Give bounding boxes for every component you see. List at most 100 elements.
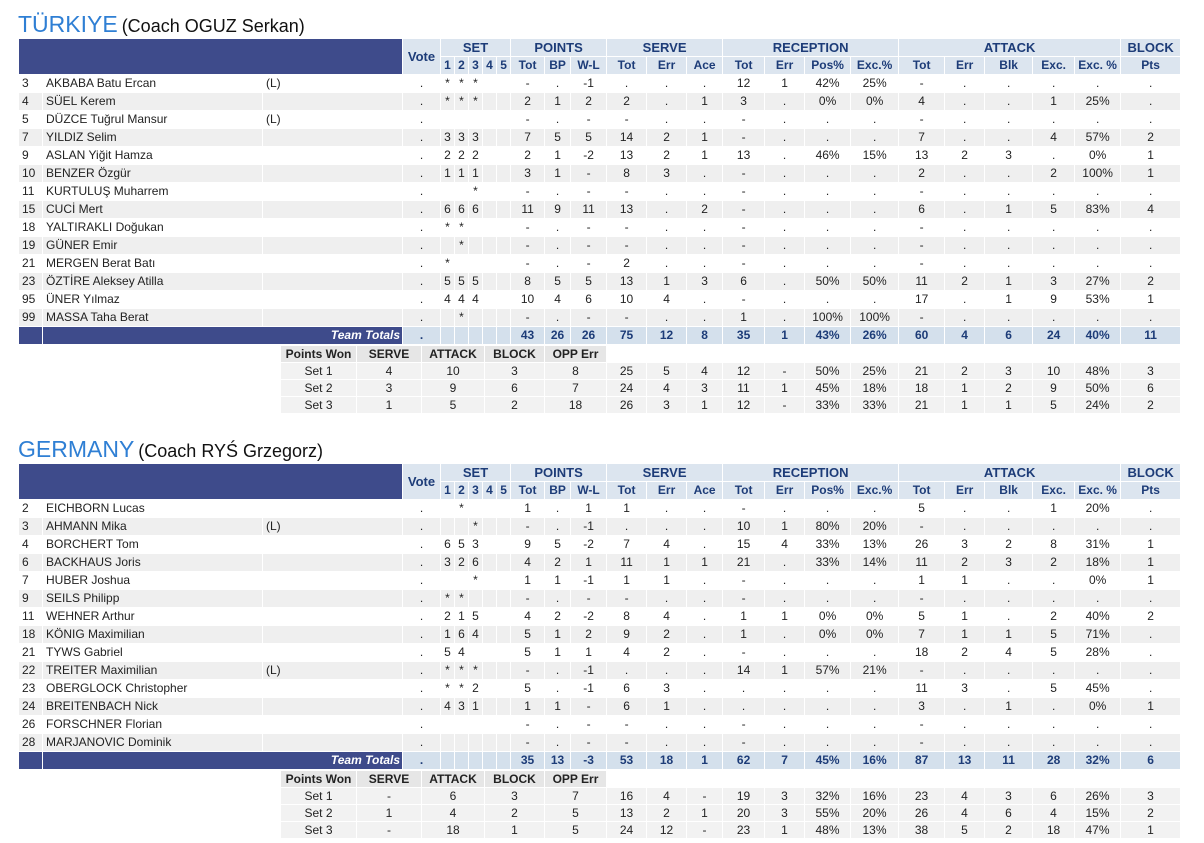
stat-cell: - <box>722 218 766 237</box>
header-group: SERVE <box>606 463 724 482</box>
player-name: AKBABA Batu Ercan <box>42 74 263 93</box>
stat-cell: . <box>944 74 986 93</box>
player-number: 4 <box>18 535 43 554</box>
set-cell: 2 <box>646 804 687 822</box>
stat-cell: 6 <box>606 679 648 698</box>
set-cell: 24% <box>1074 396 1121 414</box>
stat-cell: . <box>686 535 724 554</box>
libero-flag <box>261 128 404 147</box>
stat-cell: 6 <box>722 272 766 291</box>
stat-cell: 3 <box>454 128 470 147</box>
total-cell: -3 <box>570 751 608 770</box>
stat-cell: . <box>1120 661 1182 680</box>
stat-cell: . <box>764 625 806 644</box>
stat-cell: 4 <box>468 290 484 309</box>
libero-flag <box>261 272 404 291</box>
set-cell: 2 <box>984 379 1033 397</box>
stat-cell <box>496 128 512 147</box>
stat-cell: 0% <box>804 607 852 626</box>
stat-cell <box>454 110 470 129</box>
set-cell: 3 <box>764 787 805 805</box>
stat-cell <box>496 290 512 309</box>
stat-cell: * <box>454 236 470 255</box>
stat-cell: 13 <box>606 200 648 219</box>
stat-cell: 3 <box>646 679 688 698</box>
stat-cell: . <box>402 517 442 536</box>
stat-cell: 13 <box>722 146 766 165</box>
set-cell: 33% <box>804 396 851 414</box>
stat-cell <box>496 553 512 572</box>
set-cell: 4 <box>686 362 723 380</box>
stat-cell: - <box>898 308 946 327</box>
stat-cell: 6 <box>898 200 946 219</box>
stat-cell: . <box>1120 74 1182 93</box>
stat-cell: . <box>984 128 1034 147</box>
stat-cell: - <box>722 200 766 219</box>
stat-cell: . <box>646 254 688 273</box>
stat-cell: 1 <box>722 625 766 644</box>
stat-cell: . <box>646 589 688 608</box>
player-number: 26 <box>18 715 43 734</box>
set-label: Set 3 <box>280 396 357 414</box>
set-cell: 5 <box>544 821 607 839</box>
stat-cell: * <box>454 92 470 111</box>
stat-cell: . <box>764 254 806 273</box>
stat-cell <box>440 733 456 752</box>
set-cell: 47% <box>1074 821 1121 839</box>
set-cell: 1 <box>484 821 545 839</box>
player-name: SÜEL Kerem <box>42 92 263 111</box>
stat-cell: 5 <box>544 535 572 554</box>
stat-cell: . <box>1074 661 1122 680</box>
stat-cell <box>482 607 498 626</box>
points-won-label: SERVE <box>356 345 422 363</box>
stat-cell: . <box>1032 308 1076 327</box>
stat-cell: 6 <box>468 200 484 219</box>
player-row: 23 OBERGLOCK Christopher. * * 2 5. -1 6 3..... 11… <box>18 679 1182 698</box>
stat-cell: - <box>722 643 766 662</box>
set-row: Set 1 4 10 3 8 25 5 4 12-50% 25% 21 2 3 10 48% 3 <box>18 362 1181 380</box>
stat-cell: . <box>686 679 724 698</box>
player-row: 3 AHMANN Mika (L). * -. -1... 10 1 80% 20% -..... <box>18 517 1182 536</box>
stat-cell: 2 <box>544 553 572 572</box>
stat-cell: 5 <box>510 679 546 698</box>
stat-cell: . <box>850 236 900 255</box>
stat-cell: . <box>984 74 1034 93</box>
stat-cell: . <box>1032 571 1076 590</box>
set-cell: 1 <box>944 396 985 414</box>
stat-cell <box>482 517 498 536</box>
stat-cell: . <box>606 74 648 93</box>
stat-cell: 5 <box>898 607 946 626</box>
stat-cell: 1 <box>646 553 688 572</box>
stat-cell: - <box>510 733 546 752</box>
stat-cell: - <box>510 715 546 734</box>
stat-cell: * <box>468 182 484 201</box>
stat-cell: . <box>1074 74 1122 93</box>
libero-flag: (L) <box>261 74 404 93</box>
stat-cell: . <box>686 697 724 716</box>
player-name: MARJANOVIC Dominik <box>42 733 263 752</box>
player-number: 22 <box>18 661 43 680</box>
header-sub: Blk <box>984 56 1034 75</box>
stat-cell: - <box>606 308 648 327</box>
stat-cell: 1 <box>454 607 470 626</box>
stat-cell: . <box>984 679 1034 698</box>
stat-cell: . <box>1032 661 1076 680</box>
stat-cell: 15% <box>850 146 900 165</box>
stat-cell: 2 <box>1120 607 1182 626</box>
stat-cell: * <box>440 589 456 608</box>
stat-cell: . <box>984 589 1034 608</box>
stat-cell: 18% <box>1074 553 1122 572</box>
libero-flag <box>261 535 404 554</box>
stat-cell: 2 <box>510 146 546 165</box>
stat-cell: . <box>1120 110 1182 129</box>
set-cell: 20% <box>850 804 899 822</box>
stat-cell: 1 <box>764 517 806 536</box>
header-group: ATTACK <box>898 38 1122 57</box>
stat-cell: . <box>850 679 900 698</box>
header-group: ATTACK <box>898 463 1122 482</box>
player-row: 28 MARJANOVIC Dominik. -. - -.. -... -..... <box>18 733 1182 752</box>
header-vote: Vote <box>402 38 442 75</box>
set-cell: 1 <box>984 396 1033 414</box>
stat-cell: 28% <box>1074 643 1122 662</box>
player-number: 21 <box>18 254 43 273</box>
